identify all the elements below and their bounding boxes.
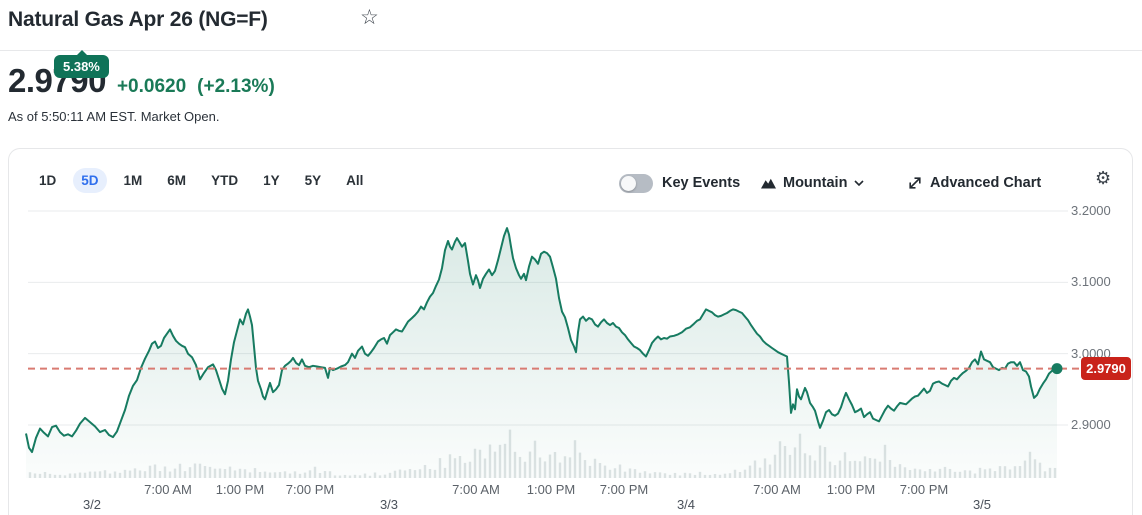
- chart-type-selector[interactable]: Mountain: [761, 175, 865, 191]
- x-axis-time-label: 1:00 PM: [826, 482, 876, 497]
- range-tab-1m[interactable]: 1M: [123, 173, 143, 188]
- range-tab-5d[interactable]: 5D: [73, 168, 107, 193]
- x-axis-time-label: 7:00 PM: [899, 482, 949, 497]
- mountain-icon: [761, 178, 776, 189]
- range-change-badge: 5.38%: [54, 50, 109, 78]
- y-axis-label: 3.2000: [1071, 203, 1111, 218]
- page-title: Natural Gas Apr 26 (NG=F): [8, 8, 268, 31]
- y-axis-label: 3.0000: [1071, 345, 1111, 361]
- expand-arrows-icon: [908, 176, 922, 190]
- x-axis-date-label: 3/2: [82, 497, 102, 512]
- chevron-down-icon: [854, 180, 865, 186]
- key-events-label: Key Events: [662, 175, 741, 191]
- x-axis-time-label: 1:00 PM: [526, 482, 576, 497]
- x-axis-time-label: 7:00 PM: [285, 482, 335, 497]
- y-axis-label: 2.9000: [1071, 416, 1111, 432]
- as-of-status: As of 5:50:11 AM EST. Market Open.: [8, 109, 220, 124]
- range-tabs: 1D 5D 1M 6M YTD 1Y 5Y All: [31, 168, 371, 193]
- advanced-chart-label: Advanced Chart: [930, 175, 1042, 191]
- range-tab-1d[interactable]: 1D: [39, 173, 57, 188]
- x-axis-time-label: 7:00 AM: [753, 482, 801, 497]
- key-events-toggle[interactable]: [619, 174, 653, 193]
- x-axis-date-label: 3/5: [972, 497, 992, 512]
- price-change-percent: (+2.13%): [197, 76, 275, 97]
- range-tab-6m[interactable]: 6M: [167, 173, 187, 188]
- x-axis-time-label: 7:00 AM: [452, 482, 500, 497]
- toggle-knob: [621, 176, 636, 191]
- price-change: +0.0620: [116, 76, 187, 97]
- advanced-chart-button[interactable]: Advanced Chart: [908, 175, 1041, 191]
- chart-canvas[interactable]: [28, 200, 1060, 478]
- x-axis-date-label: 3/4: [676, 497, 696, 512]
- chart-type-label: Mountain: [783, 175, 848, 191]
- watchlist-star-icon[interactable]: ☆: [360, 6, 379, 29]
- range-tab-5y[interactable]: 5Y: [304, 173, 322, 188]
- gear-icon[interactable]: ⚙: [1095, 168, 1112, 188]
- price-row: 2.9790 +0.0620 (+2.13%): [8, 62, 275, 100]
- x-axis-time-label: 7:00 AM: [144, 482, 192, 497]
- x-axis-date-label: 3/3: [379, 497, 399, 512]
- header-divider: [0, 50, 1142, 51]
- range-tab-1y[interactable]: 1Y: [263, 173, 280, 188]
- x-axis-time-label: 1:00 PM: [215, 482, 265, 497]
- range-tab-all[interactable]: All: [346, 173, 364, 188]
- range-tab-ytd[interactable]: YTD: [211, 173, 239, 188]
- current-price-marker: 2.9790: [1081, 357, 1131, 381]
- x-axis-time-label: 7:00 PM: [599, 482, 649, 497]
- y-axis-label: 3.1000: [1071, 274, 1111, 290]
